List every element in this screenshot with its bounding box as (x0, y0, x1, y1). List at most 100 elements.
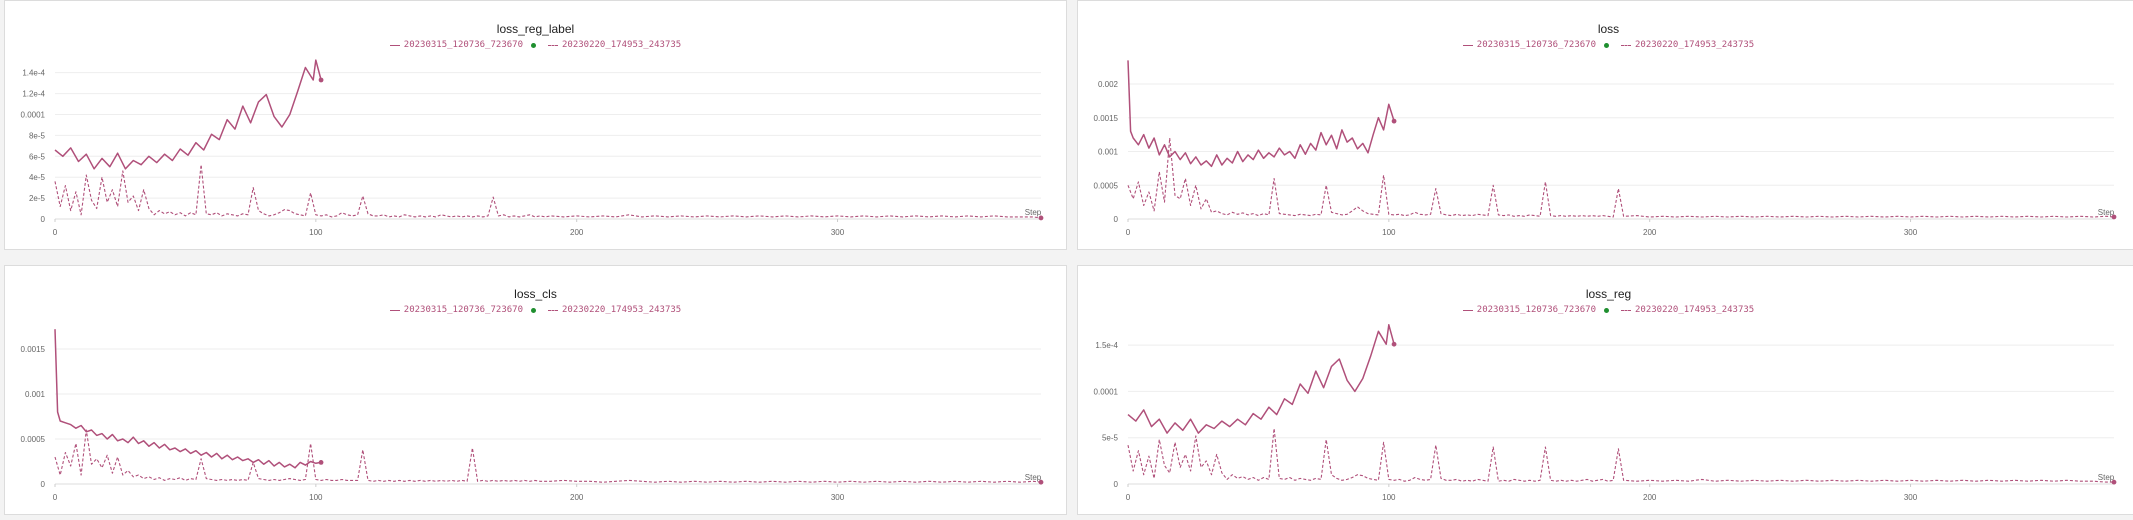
legend-label-run-a: 20230315_120736_723670 (1476, 40, 1596, 50)
active-dot-icon (1604, 42, 1609, 48)
x-tick-label: 300 (1904, 228, 1918, 237)
step-axis-label: Step (2098, 473, 2115, 482)
x-tick-label: 100 (1382, 228, 1396, 237)
x-tick-label: 100 (309, 228, 323, 237)
y-tick-label: 0.001 (1098, 148, 1119, 157)
y-tick-label: 8e-5 (29, 131, 46, 140)
chart-title: loss_reg (1585, 287, 1632, 301)
legend-item-run-b[interactable]: 20230220_174953_243735 (548, 40, 681, 50)
x-tick-label: 0 (1126, 493, 1131, 502)
chart-legend: 20230315_120736_723670 20230220_174953_2… (5, 40, 1066, 50)
legend-label-run-a: 20230315_120736_723670 (403, 305, 523, 315)
chart-plot[interactable]: 0 0.0005 0.001 0.0015 0.002 0 100 200 300 Step (1078, 1, 2133, 249)
legend-item-run-a[interactable]: 20230315_120736_723670 (389, 305, 536, 315)
series-line-run-b (54, 429, 1042, 483)
legend-item-run-b[interactable]: 20230220_174953_243735 (548, 305, 681, 315)
y-tick-label: 0 (1114, 480, 1119, 489)
y-tick-label: 0.0001 (21, 110, 46, 119)
legend-item-run-b[interactable]: 20230220_174953_243735 (1621, 305, 1754, 315)
y-tick-label: 4e-5 (29, 173, 46, 182)
legend-label-run-b: 20230220_174953_243735 (562, 40, 682, 50)
chart-panel-loss: loss 20230315_120736_723670 20230220_174… (1077, 0, 2133, 250)
active-dot-icon (1604, 307, 1609, 313)
x-tick-label: 300 (831, 493, 845, 502)
legend-item-run-a[interactable]: 20230315_120736_723670 (389, 40, 536, 50)
y-tick-label: 0.0015 (1094, 114, 1119, 123)
series-line-run-b (1127, 137, 2115, 218)
y-tick-label: 6e-5 (29, 152, 46, 161)
x-tick-label: 200 (1643, 493, 1657, 502)
x-tick-label: 200 (570, 228, 584, 237)
solid-line-icon (389, 309, 400, 311)
chart-legend: 20230315_120736_723670 20230220_174953_2… (1078, 305, 2133, 315)
series-line-run-a (54, 329, 322, 469)
chart-title: loss (1597, 22, 1620, 36)
series-end-point (1391, 118, 1397, 124)
chart-plot[interactable]: 0 2e-5 4e-5 6e-5 8e-5 0.0001 1.2e-4 1.4e-4 0 100 2… (5, 1, 1066, 249)
solid-line-icon (389, 44, 400, 46)
y-tick-label: 0.001 (25, 390, 46, 399)
x-tick-label: 200 (570, 493, 584, 502)
dashed-line-icon (548, 44, 558, 46)
legend-label-run-a: 20230315_120736_723670 (403, 40, 523, 50)
chart-panel-loss-reg-label: loss_reg_label 20230315_120736_723670 20… (4, 0, 1067, 250)
y-tick-label: 0.0001 (1094, 387, 1119, 396)
series-line-run-a (54, 59, 322, 170)
y-tick-label: 0 (1114, 215, 1119, 224)
y-tick-label: 0.0005 (21, 435, 46, 444)
legend-label-run-b: 20230220_174953_243735 (1635, 40, 1755, 50)
step-axis-label: Step (2098, 208, 2115, 217)
y-tick-label: 1.5e-4 (1095, 341, 1118, 350)
active-dot-icon (531, 307, 536, 313)
y-tick-label: 1.4e-4 (22, 69, 45, 78)
series-end-point (2111, 214, 2117, 220)
series-end-point (1038, 479, 1044, 485)
chart-title: loss_reg_label (496, 22, 575, 36)
y-tick-label: 2e-5 (29, 194, 46, 203)
series-end-point (318, 77, 324, 83)
chart-plot[interactable]: 0 5e-5 0.0001 1.5e-4 0 100 200 300 Step (1078, 266, 2133, 514)
legend-label-run-b: 20230220_174953_243735 (1635, 305, 1755, 315)
x-tick-label: 100 (1382, 493, 1396, 502)
dashed-line-icon (1621, 44, 1631, 46)
y-tick-label: 0 (41, 215, 46, 224)
x-tick-label: 200 (1643, 228, 1657, 237)
series-line-run-b (1127, 427, 2114, 483)
legend-item-run-a[interactable]: 20230315_120736_723670 (1462, 305, 1609, 315)
chart-panel-loss-reg: loss_reg 20230315_120736_723670 20230220… (1077, 265, 2133, 515)
x-tick-label: 100 (309, 493, 323, 502)
step-axis-label: Step (1025, 208, 1042, 217)
series-end-point (1391, 341, 1397, 347)
x-tick-label: 0 (53, 228, 58, 237)
x-tick-label: 300 (1904, 493, 1918, 502)
legend-label-run-b: 20230220_174953_243735 (562, 305, 682, 315)
chart-title: loss_cls (514, 287, 557, 301)
dashed-line-icon (1621, 309, 1631, 311)
y-tick-label: 0.0005 (1094, 181, 1119, 190)
series-line-run-b (54, 164, 1042, 219)
y-tick-label: 0 (41, 480, 46, 489)
chart-legend: 20230315_120736_723670 20230220_174953_2… (5, 305, 1066, 315)
series-line-run-a (1127, 60, 1395, 168)
x-tick-label: 0 (53, 493, 58, 502)
legend-item-run-b[interactable]: 20230220_174953_243735 (1621, 40, 1754, 50)
y-tick-label: 0.0015 (21, 345, 46, 354)
series-end-point (1038, 215, 1044, 221)
y-tick-label: 0.002 (1098, 80, 1119, 89)
series-line-run-a (1127, 324, 1395, 434)
legend-item-run-a[interactable]: 20230315_120736_723670 (1462, 40, 1609, 50)
x-tick-label: 0 (1126, 228, 1131, 237)
chart-panel-loss-cls: loss_cls 20230315_120736_723670 20230220… (4, 265, 1067, 515)
series-end-point (2111, 479, 2117, 485)
x-tick-label: 300 (831, 228, 845, 237)
solid-line-icon (1462, 44, 1473, 46)
chart-plot[interactable]: 0 0.0005 0.001 0.0015 0 100 200 300 Step (5, 266, 1066, 514)
y-tick-label: 5e-5 (1102, 434, 1119, 443)
step-axis-label: Step (1025, 473, 1042, 482)
y-tick-label: 1.2e-4 (22, 90, 45, 99)
legend-label-run-a: 20230315_120736_723670 (1476, 305, 1596, 315)
dashed-line-icon (548, 309, 558, 311)
chart-legend: 20230315_120736_723670 20230220_174953_2… (1078, 40, 2133, 50)
solid-line-icon (1462, 309, 1473, 311)
series-end-point (318, 460, 324, 465)
